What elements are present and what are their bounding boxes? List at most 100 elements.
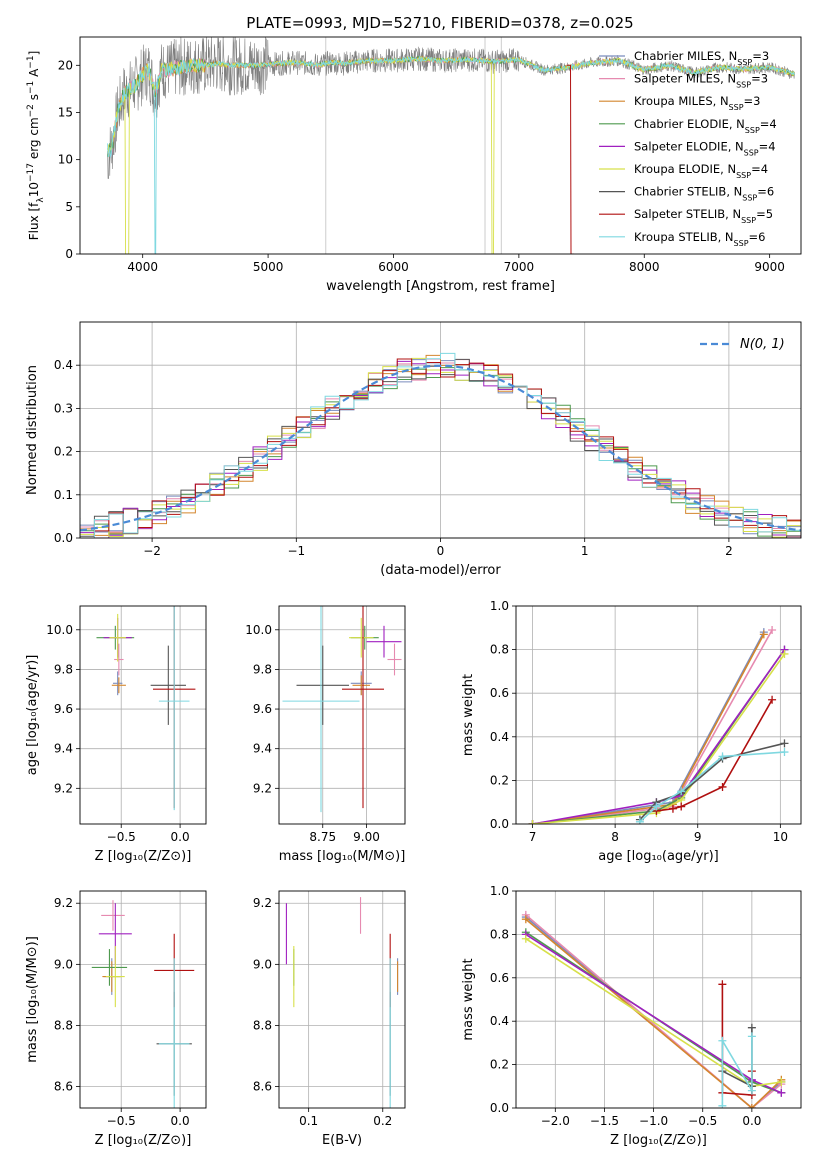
weights-vs-age-xlabel: age [log₁₀(age/yr)] (598, 849, 719, 864)
weight-marker (768, 695, 777, 704)
mass-vs-Z-xtick-label: 0.0 (171, 1114, 190, 1128)
mass-vs-EBV-xtick-label: 0.1 (299, 1114, 318, 1128)
weights-vs-Z-xlabel: Z [log₁₀(Z/Z⊙)] (610, 1133, 707, 1148)
mass-vs-Z-frame (79, 890, 207, 1109)
weight-marker (747, 1023, 756, 1032)
age-vs-mass-xtick-label: 9.00 (353, 830, 380, 844)
legend-label: Salpeter STELIB, NSSP=5 (634, 207, 773, 225)
weights-vs-age-ytick-label: 0.4 (490, 730, 509, 744)
residuals-histograms (80, 352, 801, 538)
weights-vs-Z-ytick-label: 0.4 (490, 1014, 509, 1028)
residuals-ytick-label: 0.3 (54, 401, 73, 415)
residuals-ytick-label: 0.0 (54, 531, 73, 545)
mass-vs-Z-axes: −0.5 0.0 8.6 8.8 9.0 9.2 (54, 891, 206, 1128)
spectrum-xtick-label: 5000 (253, 260, 284, 274)
weights-vs-age-ytick-label: 0.8 (490, 643, 509, 657)
age-vs-Z-ytick-label: 10.0 (46, 623, 73, 637)
residuals-xtick-label: 1 (581, 544, 589, 558)
mass-vs-Z-ylabel: mass [log₁₀(M/M⊙)] (25, 936, 40, 1063)
age-vs-Z-xtick-label: −0.5 (107, 830, 136, 844)
age-vs-Z-points (96, 606, 196, 811)
mass-vs-Z-ytick-label: 8.6 (54, 1080, 73, 1094)
spectrum-axes: 4000 5000 6000 7000 8000 9000 0 5 10 15 20 (58, 58, 785, 274)
spectrum-xtick-label: 9000 (754, 260, 785, 274)
weights-vs-Z-frame (515, 890, 802, 1109)
weights-vs-age-ytick-label: 0.2 (490, 773, 509, 787)
residuals-xtick-label: 0 (437, 544, 445, 558)
weight-marker (521, 915, 530, 924)
mass-vs-Z-xlabel: Z [log₁₀(Z/Z⊙)] (95, 1133, 192, 1148)
weight-line (525, 914, 782, 1108)
hist-kroupa-miles (80, 354, 801, 538)
legend-label: Kroupa MILES, NSSP=3 (634, 94, 760, 112)
spectrum-lines (107, 37, 795, 254)
spectrum-data-line (107, 37, 795, 179)
mass-vs-EBV-frame (278, 890, 406, 1109)
spectrum-ytick-label: 5 (65, 200, 73, 214)
weight-marker (780, 748, 789, 757)
age-vs-mass-xlabel: mass [log₁₀(M/M⊙)] (279, 849, 406, 864)
spectrum-ytick-label: 15 (58, 105, 73, 119)
weight-marker (747, 1104, 756, 1108)
residuals-axes: −2 −1 0 1 2 0.0 0.1 0.2 0.3 0.4 (54, 322, 801, 558)
residuals-xtick-label: −2 (143, 544, 161, 558)
residuals-frame (79, 321, 802, 539)
weights-vs-Z-ytick-label: 0.2 (490, 1058, 509, 1072)
age-vs-Z-ytick-label: 9.4 (54, 742, 73, 756)
weight-marker (652, 802, 661, 811)
age-vs-mass-ytick-label: 9.2 (253, 781, 272, 795)
age-vs-Z-axes: −0.5 0.0 9.2 9.4 9.6 9.8 10.0 (46, 606, 206, 844)
hist-kroupa-stelib (80, 352, 801, 538)
weights-vs-Z-ytick-label: 0.0 (490, 1101, 509, 1115)
weights-vs-Z-ytick-label: 0.6 (490, 971, 509, 985)
weight-line (532, 653, 786, 824)
weights-vs-age-ytick-label: 1.0 (490, 599, 509, 613)
age-vs-Z-ytick-label: 9.6 (54, 702, 73, 716)
weight-marker (759, 630, 768, 639)
mass-vs-EBV-ytick-label: 9.2 (253, 896, 272, 910)
weights-vs-Z-ytick-label: 0.8 (490, 927, 509, 941)
gaussian-curve (80, 364, 801, 532)
mass-vs-Z-ytick-label: 8.8 (54, 1018, 73, 1032)
spectrum-xtick-label: 4000 (127, 260, 158, 274)
weights-vs-age-lines (528, 625, 789, 824)
weight-marker (677, 787, 686, 796)
residuals-xtick-label: 2 (725, 544, 733, 558)
spectrum-frame (79, 36, 802, 255)
weight-marker (747, 1032, 756, 1041)
age-vs-Z-ytick-label: 9.8 (54, 662, 73, 676)
weight-marker (718, 782, 727, 791)
mass-vs-Z-ytick-label: 9.0 (54, 957, 73, 971)
figure-title: PLATE=0993, MJD=52710, FIBERID=0378, z=0… (246, 14, 633, 32)
weight-marker (777, 1077, 786, 1086)
mass-vs-Z-points (91, 900, 195, 1108)
weight-line (532, 629, 773, 824)
weights-vs-Z-xtick-label: −0.5 (688, 1114, 717, 1128)
legend-label: Chabrier STELIB, NSSP=6 (634, 185, 774, 203)
age-vs-mass-xtick-label: 8.75 (309, 830, 336, 844)
age-vs-mass-points (282, 606, 402, 813)
residuals-ytick-label: 0.1 (54, 488, 73, 502)
legend-label: Salpeter ELODIE, NSSP=4 (634, 139, 776, 157)
legend-label: Chabrier MILES, NSSP=3 (634, 49, 769, 67)
mass-vs-EBV-ytick-label: 8.8 (253, 1018, 272, 1032)
weights-vs-age-ylabel: mass weight (461, 674, 476, 756)
weights-vs-Z-xtick-label: 0.0 (742, 1114, 761, 1128)
weight-marker (528, 820, 537, 824)
weights-vs-age-xtick-label: 7 (529, 830, 537, 844)
weights-vs-Z-xtick-label: −1.5 (590, 1114, 619, 1128)
weights-vs-age-frame (515, 605, 802, 825)
weight-line (721, 1036, 753, 1106)
weight-marker (747, 1086, 756, 1095)
weight-marker (635, 817, 644, 824)
spectrum-model-kroupa-stelib (107, 54, 795, 254)
weight-marker (718, 980, 727, 989)
mass-vs-EBV-axes: 0.1 0.2 8.6 8.8 9.0 9.2 (253, 891, 405, 1128)
age-vs-mass-axes: 8.75 9.00 9.2 9.4 9.6 9.8 10.0 (245, 606, 405, 844)
spectrum-xlabel: wavelength [Angstrom, rest frame] (326, 279, 555, 294)
weight-marker (718, 752, 727, 761)
mass-vs-Z-ytick-label: 9.2 (54, 896, 73, 910)
residuals-xtick-label: −1 (287, 544, 305, 558)
weight-marker (777, 1088, 786, 1097)
weights-vs-age-xtick-label: 8 (611, 830, 619, 844)
